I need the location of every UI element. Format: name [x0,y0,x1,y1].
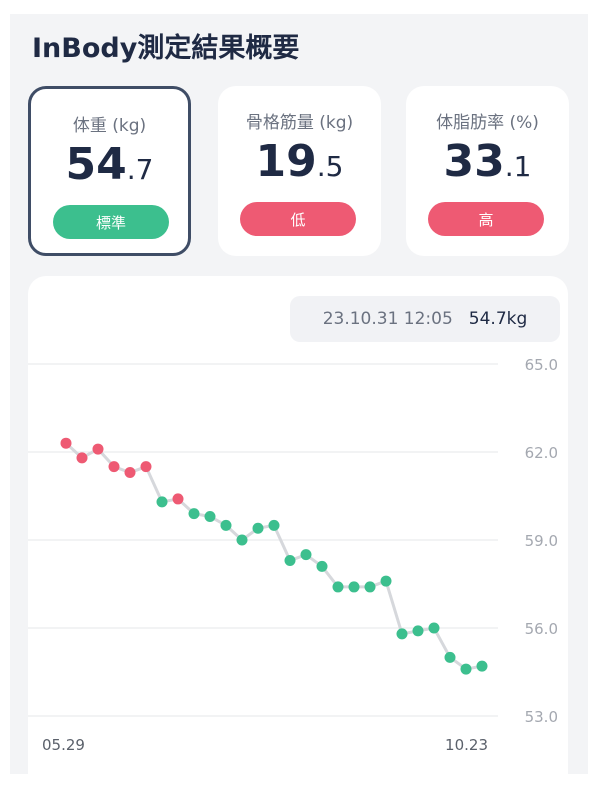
value-decimal: .1 [504,150,532,183]
card-value: 33.1 [406,136,569,187]
data-point [444,651,456,663]
card-label: 体脂肪率 (%) [436,113,539,133]
data-point [140,461,152,473]
data-point [188,508,200,520]
y-tick-label: 59.0 [525,532,558,550]
data-point [380,575,392,587]
tooltip-value: 54.7kg [468,309,528,329]
data-point [348,581,360,593]
chart-svg: 65.0 62.0 59.0 56.0 53.0 05.29 10.23 [28,356,558,754]
data-point [220,519,232,531]
data-point [60,437,72,449]
data-point [124,467,136,479]
status-badge: 低 [240,202,356,236]
x-end-label: 10.23 [445,736,488,754]
y-tick-label: 53.0 [525,708,558,726]
data-point [332,581,344,593]
data-point [284,555,296,567]
screen: InBody測定結果概要 体重 (kg) 54.7 標準 骨格筋量 (kg) 1… [10,14,588,774]
value-decimal: .5 [316,150,344,183]
data-point [316,560,328,572]
chart-tooltip: 23.10.31 12:05 54.7kg [290,296,560,342]
data-point [76,452,88,464]
card-value: 54.7 [31,139,188,190]
value-decimal: .7 [126,153,154,186]
card-label: 骨格筋量 (kg) [245,113,354,133]
y-tick-label: 65.0 [525,356,558,374]
value-integer: 19 [255,136,317,187]
y-tick-label: 56.0 [525,620,558,638]
card-label: 体重 (kg) [72,116,147,136]
data-point [428,622,440,634]
data-point [460,663,472,675]
data-point [476,660,488,672]
weight-card[interactable]: 体重 (kg) 54.7 標準 [28,86,191,256]
data-point [364,581,376,593]
data-point [236,534,248,546]
page-title: InBody測定結果概要 [32,33,300,64]
data-point [300,549,312,561]
body-fat-card[interactable]: 体脂肪率 (%) 33.1 高 [406,86,569,256]
weight-trend-chart[interactable]: 65.0 62.0 59.0 56.0 53.0 05.29 10.23 23.10.31 … [28,276,568,774]
status-badge: 高 [428,202,544,236]
x-start-label: 05.29 [42,736,85,754]
value-integer: 54 [65,139,127,190]
data-point [396,628,408,640]
status-badge: 標準 [53,205,169,239]
skeletal-muscle-card[interactable]: 骨格筋量 (kg) 19.5 低 [218,86,381,256]
data-point [172,493,184,505]
tooltip-date: 23.10.31 12:05 [322,309,453,329]
data-point [108,461,120,473]
data-point [412,625,424,637]
data-point [92,443,104,455]
card-value: 19.5 [218,136,381,187]
data-point [252,522,264,534]
y-tick-label: 62.0 [525,444,558,462]
value-integer: 33 [443,136,505,187]
data-point [156,496,168,508]
data-point [268,519,280,531]
summary-cards: 体重 (kg) 54.7 標準 骨格筋量 (kg) 19.5 低 体脂肪率 (%… [28,86,573,256]
data-point [204,511,216,523]
